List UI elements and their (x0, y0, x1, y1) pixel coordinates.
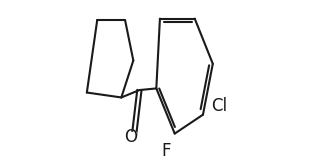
Text: O: O (124, 128, 137, 146)
Text: Cl: Cl (211, 98, 228, 116)
Bar (126, 132, 135, 141)
Bar (212, 102, 227, 111)
Bar (162, 146, 171, 155)
Text: F: F (162, 142, 171, 160)
